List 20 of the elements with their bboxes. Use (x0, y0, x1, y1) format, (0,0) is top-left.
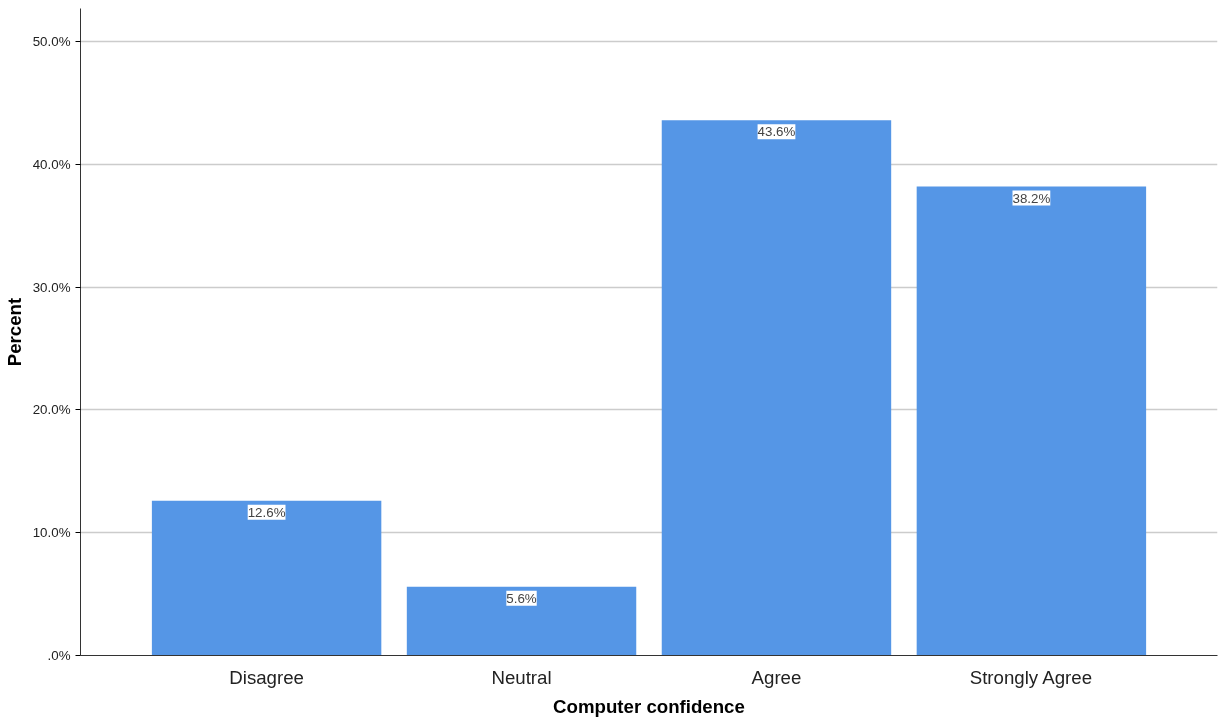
x-tick-label: Neutral (491, 666, 552, 688)
x-tick-label: Disagree (229, 666, 304, 688)
x-tick-label: Agree (751, 666, 802, 688)
data-label: 5.6% (506, 590, 537, 606)
y-tick-label: 40.0% (32, 156, 71, 172)
x-axis-title: Computer confidence (553, 695, 745, 717)
x-tick-label: Strongly Agree (969, 666, 1093, 688)
bar (661, 120, 892, 656)
bar (151, 500, 382, 656)
y-axis-title: Percent (3, 297, 25, 367)
y-tick-label: 10.0% (32, 525, 71, 541)
y-tick-label: 20.0% (32, 402, 71, 418)
data-label: 43.6% (757, 124, 796, 140)
bar (916, 186, 1147, 656)
data-label: 38.2% (1012, 190, 1051, 206)
y-tick-label: .0% (47, 648, 71, 663)
bar (406, 586, 637, 656)
y-tick-label: 50.0% (32, 34, 71, 50)
y-tick-label: 30.0% (32, 279, 71, 295)
data-label: 12.6% (247, 504, 286, 520)
